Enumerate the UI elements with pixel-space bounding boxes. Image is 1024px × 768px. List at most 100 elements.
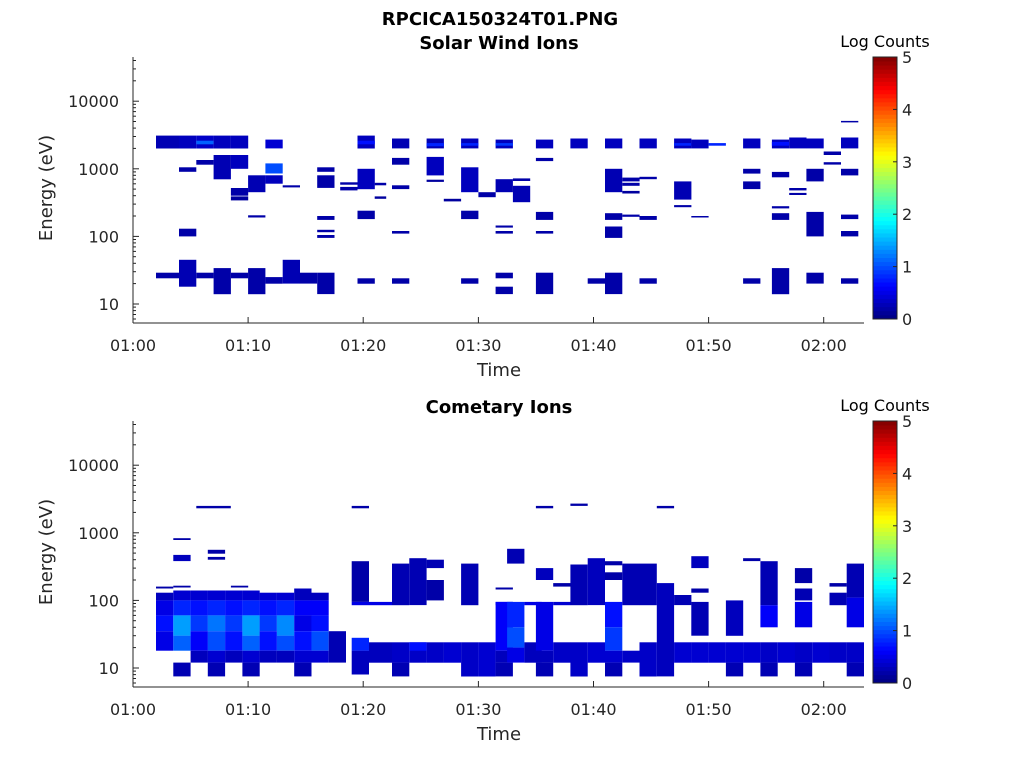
heatmap-cell [639,138,657,149]
colorbar-tick-label: 4 [902,464,912,483]
colorbar-label: Log Counts [840,32,930,51]
heatmap-cell [495,143,513,146]
heatmap-cell [789,188,807,191]
heatmap-cell [156,600,174,616]
colorbar-segment [873,666,897,672]
colorbar-segment [873,224,897,230]
x-tick-label: 01:00 [110,336,156,355]
colorbar-tick-label: 2 [902,569,912,588]
x-tick-label: 01:50 [686,336,732,355]
heatmap-cell [829,583,847,587]
heatmap-cell [225,615,243,632]
colorbar-tick-label: 3 [902,517,912,536]
heatmap-cell [823,151,841,155]
y-tick-label: 10000 [68,92,119,111]
y-axis-label: Energy (eV) [36,135,57,241]
heatmap-cell [841,168,859,176]
heatmap-cell [357,140,375,145]
heatmap-cell [553,642,571,663]
heatmap-cell [248,215,266,218]
heatmap-cell [409,558,427,606]
colorbar-segment [873,543,897,549]
heatmap-cell [812,642,830,663]
colorbar-segment [873,425,897,430]
heatmap-cell [156,592,174,601]
heatmap-cell [725,642,744,663]
heatmap-cell [771,268,790,295]
colorbar-segment [873,539,897,545]
heatmap-cell [242,600,260,616]
heatmap-cell [841,278,859,284]
colorbar-segment [873,212,897,218]
heatmap-cell [351,637,369,651]
heatmap-cell [196,272,214,279]
heatmap-cell [535,157,554,162]
colorbar-segment [873,188,897,193]
heatmap-cell [248,175,266,193]
heatmap-cell [392,231,410,234]
colorbar-segment [873,576,897,582]
heatmap-cell [507,601,525,628]
heatmap-cell [259,600,277,616]
heatmap-cell [340,182,358,185]
heatmap-cell [535,272,554,295]
heatmap-cell [259,592,277,601]
heatmap-cell [392,563,410,606]
heatmap-cell [230,585,249,588]
colorbar-segment [873,233,897,238]
heatmap-cell [794,568,813,584]
colorbar-segment [873,85,897,91]
colorbar-segment [873,580,897,586]
panel-title: Cometary Ions [426,397,573,418]
heatmap-cell [846,642,864,663]
heatmap-cell [846,597,864,628]
heatmap-cell [495,286,513,295]
heatmap-cell [760,642,778,663]
heatmap-cell [507,548,525,564]
heatmap-cell [829,642,847,663]
heatmap-cell [179,259,197,287]
colorbar-segment [873,273,897,279]
colorbar-segment [873,556,897,561]
heatmap-cell [587,642,605,663]
heatmap-cell [317,272,335,295]
heatmap-cell [605,138,623,149]
heatmap-cell [570,503,588,506]
x-tick-label: 02:00 [801,336,847,355]
heatmap-cell [173,615,191,636]
heatmap-cell [311,650,329,663]
colorbar-segment [873,654,897,659]
colorbar-segment [873,588,897,594]
colorbar-tick-label: 2 [902,205,912,224]
heatmap-cell [806,211,824,237]
x-tick-label: 01:40 [570,700,616,719]
colorbar-segment [873,621,897,627]
heatmap-cell [317,167,335,172]
heatmap-cell [230,196,249,201]
colorbar-tick-label: 5 [902,412,912,431]
heatmap-cell [351,561,369,602]
colorbar-segment [873,461,897,467]
heatmap-cell [276,592,295,601]
heatmap-cell [725,600,744,636]
heatmap-cell [535,568,554,580]
colorbar-segment [873,498,897,504]
heatmap-cell [461,167,479,193]
colorbar-segment [873,486,897,491]
colorbar-segment [873,204,897,209]
heatmap-cell [656,505,675,509]
colorbar-segment [873,179,897,185]
colorbar-segment [873,441,897,446]
colorbar-segment [873,523,897,528]
heatmap-cell [553,601,571,606]
y-tick-label: 1000 [78,524,119,543]
colorbar-segment [873,478,897,483]
heatmap-cell [357,168,375,190]
colorbar-segment [873,515,897,520]
colorbar-segment [873,192,897,197]
heatmap-cell [156,586,174,589]
x-tick-label: 01:10 [225,700,271,719]
heatmap-cell [426,580,444,601]
heatmap-cell [259,650,277,663]
